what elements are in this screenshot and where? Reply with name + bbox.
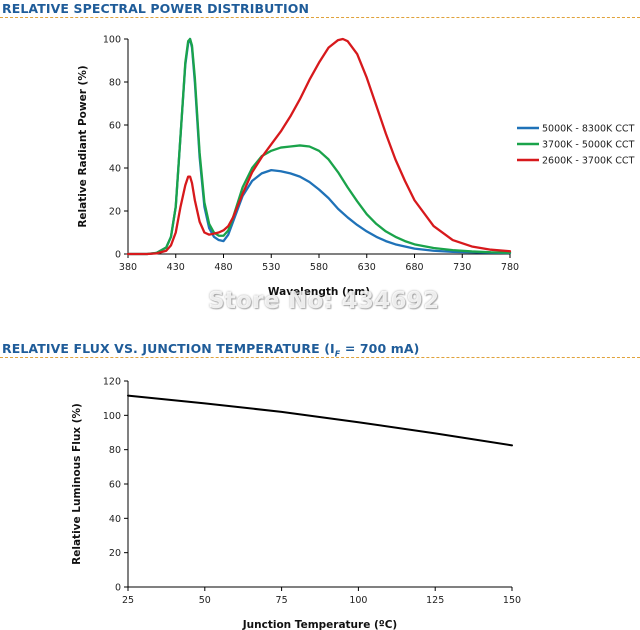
x-tick-label: 25 [122,595,134,606]
series-line-2 [126,37,512,256]
x-tick-label: 75 [276,595,288,606]
spectral-power-chart: 0 20 40 60 80 100 380 430 480 530 580 630 680 730 780 W… [77,35,635,299]
y-tick-label: 60 [109,121,121,132]
y-tick-label: 20 [109,207,121,218]
y-tick-label: 100 [103,35,121,46]
y-tick-label: 100 [103,411,121,422]
watermark-text: Store No: 434692 [208,288,440,314]
section-divider [0,17,640,18]
y-tick-label: 80 [109,78,121,89]
flux-section-title: RELATIVE FLUX VS. JUNCTION TEMPERATURE (… [2,341,419,359]
x-tick-label: 150 [503,595,521,606]
x-tick-label: 780 [501,262,519,273]
y-tick-label: 40 [109,164,121,175]
spectral-section-title: RELATIVE SPECTRAL POWER DISTRIBUTION [2,1,310,16]
legend-label: 2600K - 3700K CCT [542,156,635,167]
x-axis-title: Junction Temperature (ºC) [242,619,397,630]
flux-title-end: = 700 mA) [340,341,420,356]
y-tick-label: 40 [109,514,121,525]
y-tick-label: 0 [115,250,121,261]
legend-label: 5000K - 8300K CCT [542,124,635,135]
y-tick-label: 20 [109,548,121,559]
x-tick-label: 100 [349,595,367,606]
section-divider [0,357,640,358]
x-tick-label: 580 [310,262,328,273]
x-tick-label: 480 [214,262,232,273]
y-axis-title: Relative Radiant Power (%) [77,65,89,227]
x-tick-label: 125 [426,595,444,606]
flux-title-main: RELATIVE FLUX VS. JUNCTION TEMPERATURE (… [2,341,335,356]
y-tick-label: 60 [109,480,121,491]
x-tick-label: 430 [167,262,185,273]
series-line-0 [127,394,513,447]
x-tick-label: 730 [453,262,471,273]
y-tick-label: 80 [109,445,121,456]
flux-title-subscript: F [334,349,341,359]
x-axis-title: Wavelength (nm) [268,286,370,298]
x-tick-label: 680 [405,262,423,273]
x-tick-label: 530 [262,262,280,273]
legend-label: 3700K - 5000K CCT [542,140,635,151]
series-line-1 [126,37,512,256]
x-tick-label: 50 [199,595,211,606]
x-tick-label: 630 [358,262,376,273]
y-tick-label: 120 [103,377,121,388]
y-axis-title: Relative Luminous Flux (%) [71,403,83,565]
y-tick-label: 0 [115,583,121,594]
x-tick-label: 380 [119,262,137,273]
